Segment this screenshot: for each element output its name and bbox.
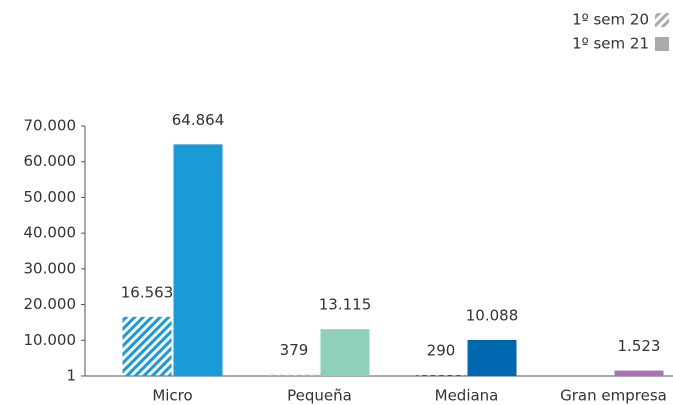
x-tick-label: Pequeña (287, 387, 352, 405)
y-tick-label: 10.000 (24, 331, 77, 349)
bar (467, 339, 517, 376)
bar (320, 329, 370, 376)
bar (269, 374, 319, 376)
value-label: 290 (427, 341, 456, 359)
value-label: 1.523 (618, 337, 661, 355)
value-label: 13.115 (319, 296, 372, 314)
value-label: 16.563 (121, 283, 174, 301)
y-tick-label: 40.000 (24, 224, 77, 242)
x-tick-label: Mediana (435, 387, 499, 405)
y-tick-label: 1 (66, 367, 76, 385)
legend-swatch (655, 13, 669, 27)
y-tick-label: 30.000 (24, 259, 77, 277)
bar (173, 144, 223, 376)
bar (614, 370, 664, 376)
bar (122, 316, 172, 376)
y-tick-label: 20.000 (24, 295, 77, 313)
value-label: 10.088 (466, 306, 519, 324)
y-tick-label: 50.000 (24, 188, 77, 206)
y-tick-label: 60.000 (24, 152, 77, 170)
value-label: 64.864 (172, 111, 225, 129)
legend-label: 1º sem 21 (572, 35, 649, 53)
legend-label: 1º sem 20 (572, 11, 649, 29)
legend-swatch (655, 37, 669, 51)
value-label: 379 (280, 341, 309, 359)
x-tick-label: Gran empresa (560, 387, 667, 405)
bar (416, 374, 466, 376)
x-tick-label: Micro (152, 387, 192, 405)
y-tick-label: 70.000 (24, 117, 77, 135)
